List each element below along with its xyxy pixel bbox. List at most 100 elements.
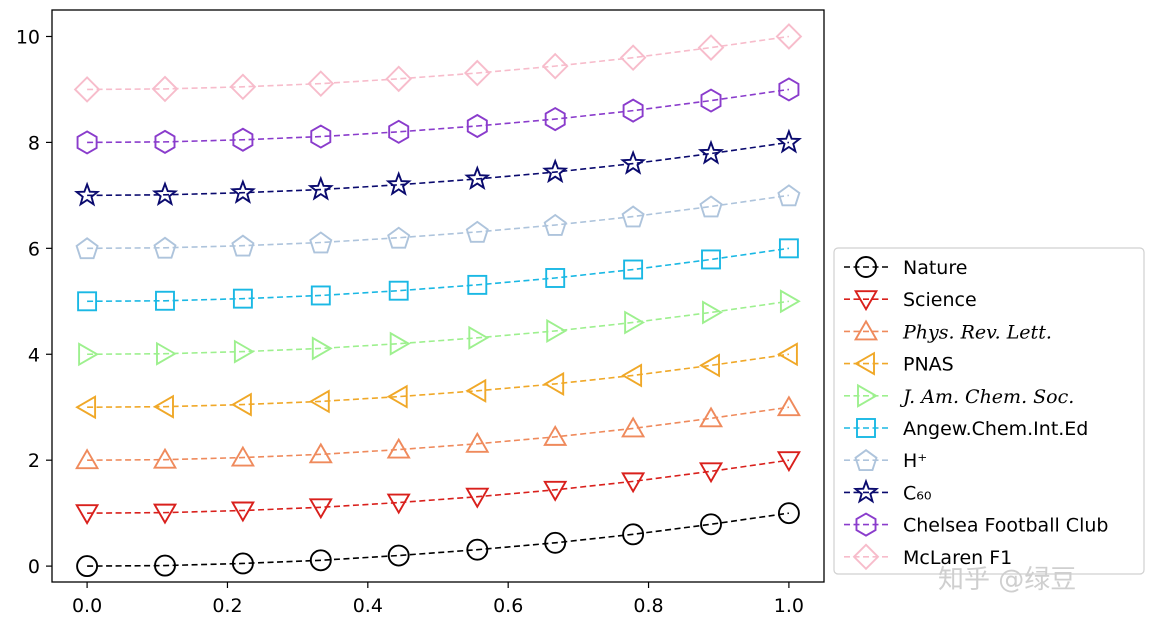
data-point [699, 353, 720, 378]
series-line [87, 35, 790, 91]
data-point [466, 538, 489, 561]
data-point [154, 129, 176, 154]
data-point [468, 325, 490, 350]
data-point [541, 52, 569, 80]
data-point [776, 395, 801, 417]
data-point [701, 249, 721, 270]
data-point [385, 171, 412, 196]
legend-marker [854, 351, 875, 376]
series-line [87, 247, 790, 303]
y-tick-label: 0 [28, 556, 40, 578]
data-point [229, 73, 257, 101]
series-1 [75, 451, 801, 526]
data-point [78, 342, 99, 367]
x-tick-label: 0.6 [493, 595, 523, 617]
watermark-text: 知乎 @绿豆 [938, 565, 1076, 595]
legend-marker [856, 418, 876, 438]
data-point [622, 523, 645, 546]
legend-marker [853, 319, 879, 341]
data-point [697, 34, 725, 61]
data-point [385, 65, 413, 93]
data-point [542, 158, 569, 184]
data-point [700, 88, 722, 113]
data-point [308, 389, 330, 414]
legend-label: PNAS [903, 354, 954, 376]
data-point [698, 462, 724, 484]
y-tick-label: 10 [16, 26, 40, 48]
data-point [544, 531, 567, 554]
x-tick-label: 0.8 [633, 595, 663, 617]
data-point [546, 318, 568, 343]
data-point [463, 59, 491, 87]
series-7 [74, 128, 802, 207]
legend-label: Chelsea Football Club [903, 515, 1108, 537]
data-point [154, 554, 176, 577]
legend-label: C₆₀ [903, 482, 932, 504]
legend-entry: Chelsea Football Club [844, 512, 1108, 537]
legend-label: Phys. Rev. Lett. [902, 321, 1052, 343]
legend-entry: C₆₀ [844, 478, 932, 504]
data-point [73, 76, 101, 103]
legend-label: J. Am. Chem. Soc. [899, 386, 1074, 408]
data-point [698, 406, 724, 428]
legend-entry: H⁺ [844, 449, 927, 472]
legend-marker [854, 449, 878, 472]
axes: 0.0 0.2 0.4 0.6 0.8 1.0 0 2 4 6 8 10 [16, 9, 825, 617]
data-point [387, 226, 411, 249]
data-point [700, 513, 722, 536]
data-point [308, 442, 333, 464]
series-6 [75, 184, 801, 260]
legend-marker [855, 256, 877, 278]
data-point [775, 23, 803, 50]
data-point [76, 555, 99, 578]
data-point [155, 290, 175, 311]
data-point [76, 130, 98, 155]
axes-frame [51, 9, 825, 583]
legend-label: McLaren F1 [903, 547, 1012, 569]
data-point [777, 342, 798, 367]
data-point [779, 289, 801, 314]
data-point [75, 395, 97, 420]
data-point [621, 363, 643, 388]
data-point [465, 378, 487, 403]
legend-label: Nature [903, 257, 967, 279]
data-point [388, 119, 410, 144]
legend: Nature Science Phys. Rev. Lett. PNAS J. Am. … [833, 247, 1145, 575]
series-4 [78, 289, 801, 367]
data-point [543, 371, 565, 396]
data-point [230, 445, 255, 467]
series-line [87, 353, 790, 409]
data-point [465, 431, 490, 453]
series-0 [76, 502, 800, 578]
x-tick-label: 0.2 [212, 595, 242, 617]
legend-label: H⁺ [903, 450, 927, 472]
data-point [776, 451, 801, 473]
data-point [777, 184, 801, 207]
data-point [386, 384, 408, 409]
data-point [778, 77, 800, 102]
data-point [544, 107, 566, 132]
series-line [87, 88, 790, 144]
data-point [387, 544, 410, 567]
data-point [697, 139, 725, 165]
legend-marker [852, 478, 880, 504]
y-tick-label: 4 [28, 344, 40, 366]
data-point [386, 437, 411, 459]
legend-entry: Nature [844, 256, 967, 279]
data-point [465, 220, 489, 243]
legend-marker [853, 290, 879, 312]
data-point [230, 392, 252, 417]
data-point [309, 231, 333, 254]
series-line [87, 459, 790, 514]
legend-entry: J. Am. Chem. Soc. [844, 383, 1074, 408]
legend-marker [855, 512, 877, 537]
data-point [702, 300, 723, 325]
data-point [232, 288, 253, 309]
data-point [545, 268, 566, 288]
legend-entry: Phys. Rev. Lett. [844, 319, 1052, 343]
data-point [309, 549, 332, 572]
data-point [699, 195, 723, 218]
data-point [75, 504, 100, 526]
data-point [153, 394, 174, 419]
data-point [231, 234, 255, 257]
